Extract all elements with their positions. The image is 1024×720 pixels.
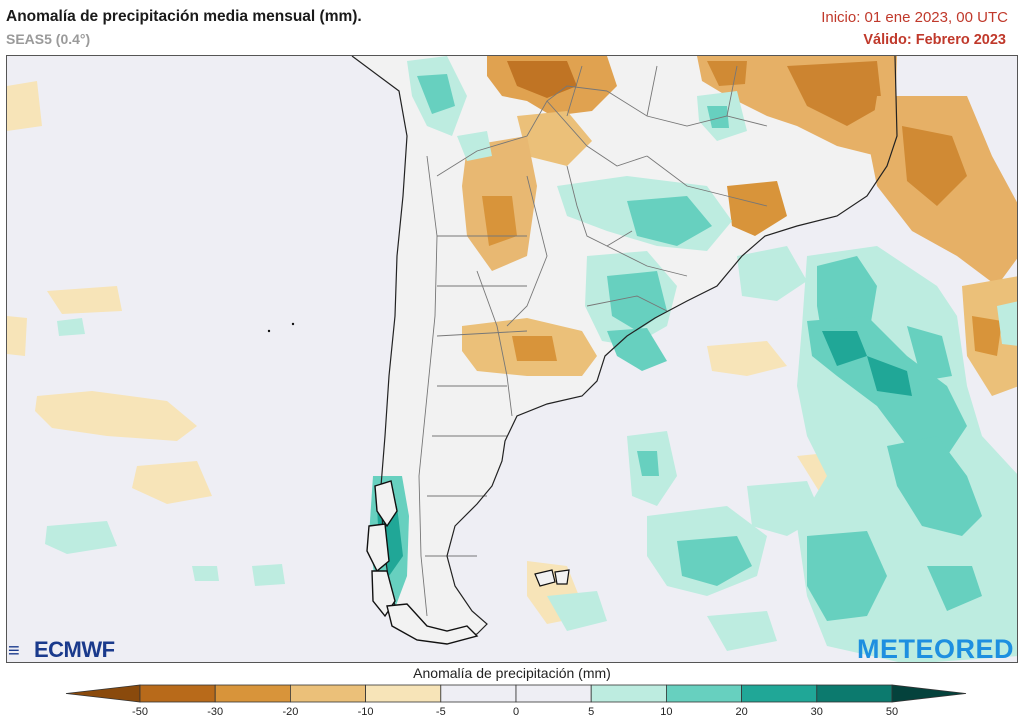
colorbar-bin xyxy=(365,684,442,703)
wet-anomaly-areas xyxy=(45,56,1017,662)
pacific-islets xyxy=(267,322,295,333)
ecmwf-logo: ≡ ECMWF xyxy=(8,637,115,663)
coastline xyxy=(351,56,898,641)
meteored-logo: METEORED xyxy=(856,634,1014,664)
colorbar-tick-label: 30 xyxy=(810,706,823,718)
political-borders xyxy=(418,65,768,617)
model-label: SEAS5 (0.4°) xyxy=(6,31,91,47)
colorbar-tick-label: 50 xyxy=(885,706,899,718)
southern-archipelago xyxy=(366,480,479,645)
colorbar-bin xyxy=(816,684,893,703)
falkland-islands xyxy=(534,569,570,587)
colorbar-tick-label: -20 xyxy=(282,706,299,718)
ecmwf-logo-icon: ≡ xyxy=(8,640,20,662)
colorbar-bin xyxy=(440,684,517,703)
colorbar-bin xyxy=(515,684,592,703)
colorbar-tick-label: 5 xyxy=(588,706,595,718)
map-title: Anomalía de precipitación media mensual … xyxy=(6,8,362,25)
colorbar-bin xyxy=(590,684,667,703)
colorbar-bin xyxy=(666,684,743,703)
colorbar-tick-label: -30 xyxy=(207,706,224,718)
init-date: Inicio: 01 ene 2023, 00 UTC xyxy=(821,9,1008,26)
precipitation-anomaly-map xyxy=(6,55,1018,663)
colorbar-tick-label: 10 xyxy=(660,706,673,718)
map-canvas xyxy=(7,56,1017,662)
colorbar-bin xyxy=(214,684,291,703)
colorbar-extend-high xyxy=(891,684,967,703)
valid-date: Válido: Febrero 2023 xyxy=(863,32,1006,48)
colorbar-bin xyxy=(139,684,216,703)
colorbar-tick-label: -5 xyxy=(435,706,446,718)
colorbar-extend-low xyxy=(65,684,141,703)
colorbar-tick-label: -10 xyxy=(357,706,374,718)
ecmwf-logo-text: ECMWF xyxy=(34,637,115,662)
colorbar-bin xyxy=(741,684,818,703)
colorbar-tick-label: 0 xyxy=(512,706,520,718)
colorbar xyxy=(65,684,967,703)
colorbar-title: Anomalía de precipitación (mm) xyxy=(413,665,611,681)
colorbar-tick-label: 20 xyxy=(735,706,748,718)
colorbar-bin xyxy=(289,684,366,703)
colorbar-tick-label: -50 xyxy=(132,706,148,718)
dry-anomaly-areas xyxy=(7,56,1017,624)
